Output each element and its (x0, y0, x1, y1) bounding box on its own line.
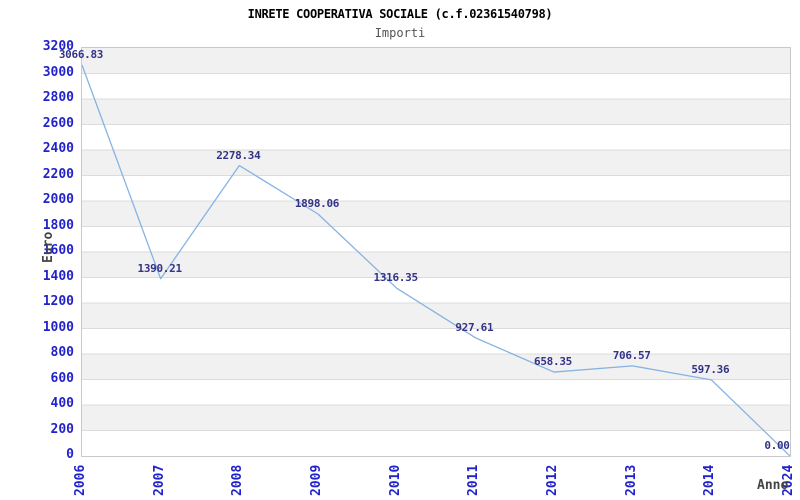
y-axis-title: Euro (41, 231, 56, 263)
shaded-band (82, 405, 790, 431)
shaded-band (82, 48, 790, 74)
x-tick-label: 2007 (151, 464, 167, 496)
y-tick-label: 1600 (42, 243, 74, 258)
x-tick-label: 2012 (545, 464, 560, 496)
y-tick-label: 2800 (42, 90, 74, 105)
shaded-band (82, 354, 790, 380)
point-label: 3066.83 (58, 47, 104, 61)
point-label: 597.36 (691, 362, 730, 376)
point-label: 927.61 (455, 320, 494, 334)
point-label: 0.00 (764, 439, 790, 452)
shaded-band (82, 150, 790, 176)
y-tick-label: 2400 (42, 141, 74, 156)
y-tick-label: 400 (50, 396, 74, 411)
x-tick-label: 2013 (623, 464, 639, 496)
y-tick-label: 800 (50, 345, 74, 360)
y-tick-label: 200 (50, 421, 74, 437)
x-tick-label: 2011 (466, 464, 482, 496)
y-tick-label: 2200 (42, 166, 74, 182)
x-tick-label: 2014 (702, 464, 718, 496)
shaded-band (82, 201, 790, 227)
chart-subtitle: Importi (374, 26, 426, 40)
point-label: 1390.21 (137, 261, 183, 275)
y-tick-label: 2600 (42, 115, 74, 131)
y-tick-label: 1200 (42, 294, 74, 309)
point-label: 706.57 (612, 348, 651, 362)
point-label: 658.35 (534, 355, 572, 369)
shaded-band (82, 303, 790, 329)
y-tick-label: 1400 (42, 268, 74, 284)
x-axis-title: Anno (757, 478, 789, 493)
point-label: 1898.06 (294, 196, 340, 210)
chart-canvas (82, 48, 790, 456)
shaded-band (82, 252, 790, 278)
point-label: 2278.34 (216, 148, 261, 162)
y-tick-label: 3000 (42, 64, 74, 80)
x-tick-label: 2009 (309, 464, 324, 496)
x-tick-label: 2010 (387, 464, 403, 496)
series-line (82, 64, 790, 456)
y-tick-label: 1800 (42, 217, 74, 233)
y-tick-label: 0 (66, 447, 74, 462)
point-label: 1316.35 (373, 271, 419, 285)
y-tick-label: 2000 (42, 192, 74, 207)
shaded-band (82, 99, 790, 125)
chart-title: INRETE COOPERATIVA SOCIALE (c.f.02361540… (247, 7, 553, 21)
x-tick-label: 2008 (230, 464, 246, 496)
plot-area (81, 47, 791, 457)
y-tick-label: 600 (50, 370, 74, 386)
y-tick-label: 3200 (42, 39, 74, 54)
x-tick-label: 2006 (73, 464, 88, 496)
y-tick-label: 1000 (42, 319, 74, 335)
